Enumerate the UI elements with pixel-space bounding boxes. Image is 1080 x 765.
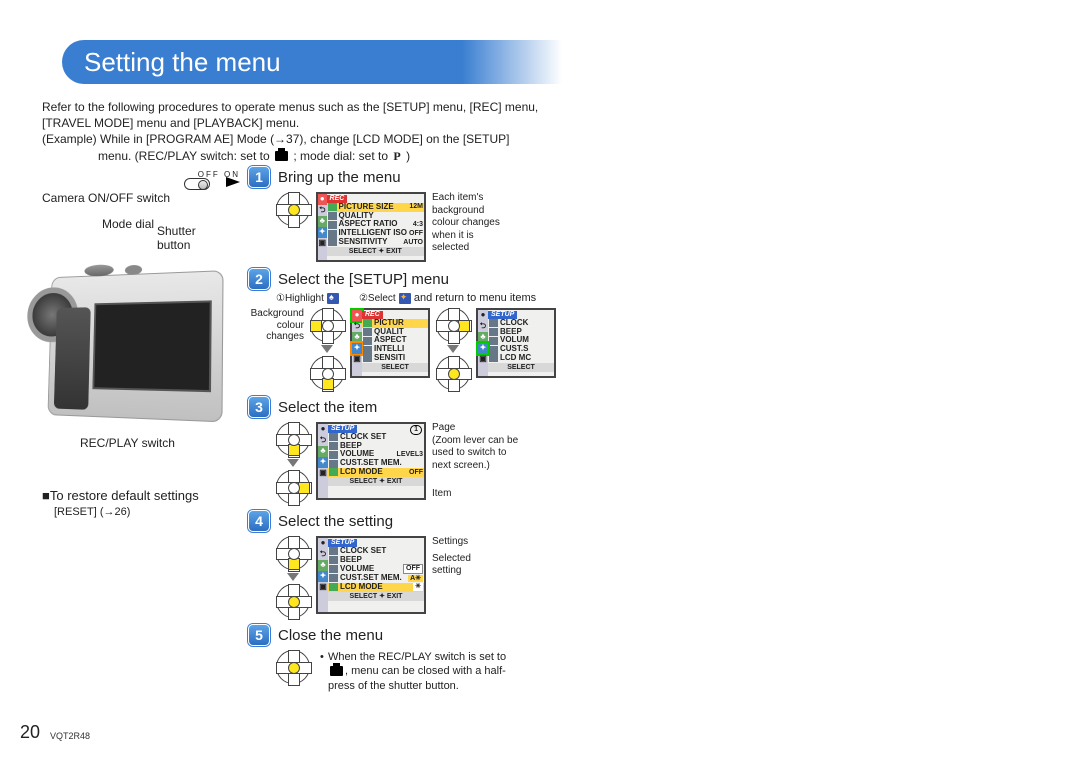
step-4-title: Select the setting (278, 513, 393, 530)
step-5-note: When the REC/PLAY switch is set to , men… (320, 650, 510, 693)
lcd-rec-left: ●⮌♣✦▣ REC PICTUR QUALIT ASPECT INTELLI S… (350, 308, 430, 378)
page-number: 20 (20, 722, 40, 743)
shutter-label: Shutter button (157, 224, 207, 253)
restore-sub: [RESET] (→26) (54, 506, 252, 518)
dpad-down-icon (276, 422, 310, 456)
step-2-subinstr: ①Highlight ②Select and return to menu it… (276, 292, 548, 304)
step-4-notes: Settings Selected setting (432, 536, 492, 578)
down-arrow-icon (287, 573, 299, 581)
steps-column: 1 Bring up the menu ●⮌♣✦▣ REC PICTURE SI… (248, 166, 548, 699)
down-arrow-icon (287, 459, 299, 467)
dpad-center-icon (276, 192, 310, 226)
lcd-setup-setting: ●⮌♣✦▣ SETUP CLOCK SET BEEP VOLUMEOFF CUS… (316, 536, 426, 614)
step-number-4: 4 (248, 510, 270, 532)
step-5-title: Close the menu (278, 627, 383, 644)
dpad-left-icon (310, 308, 344, 342)
camera-icon (330, 666, 343, 676)
lcd-setup-right: ●⮌♣✦▣ SETUP CLOCK BEEP VOLUM CUST.S LCD … (476, 308, 556, 378)
step-number-3: 3 (248, 396, 270, 418)
document-code: VQT2R48 (50, 731, 90, 741)
p-mode-icon: P (393, 148, 400, 164)
setup-icon (327, 293, 339, 304)
intro-p1: Refer to the following procedures to ope… (42, 99, 552, 131)
step-number-1: 1 (248, 166, 270, 188)
onoff-label: Camera ON/OFF switch (42, 191, 252, 205)
wrench-icon (399, 293, 411, 304)
step-3-title: Select the item (278, 399, 377, 416)
step-4: 4 Select the setting ●⮌♣✦▣ SETUP CLOCK S… (248, 510, 548, 618)
step-number-2: 2 (248, 268, 270, 290)
note-bg-change: Background colour changes (246, 308, 304, 343)
intro-p2b: menu. (REC/PLAY switch: set to ; mode di… (98, 148, 552, 164)
onoff-switch-icon (184, 178, 210, 190)
intro-text: Refer to the following procedures to ope… (42, 99, 552, 164)
restore-defaults: ■To restore default settings [RESET] (→2… (42, 488, 252, 518)
step-2-title: Select the [SETUP] menu (278, 271, 449, 288)
step-2: 2 Select the [SETUP] menu ①Highlight ②Se… (248, 268, 548, 390)
note-each-item: Each item's background colour changes wh… (432, 192, 504, 255)
down-arrow-icon (321, 345, 333, 353)
dpad-center-icon (276, 584, 310, 618)
step-3-notes: Page (Zoom lever can be used to switch t… (432, 422, 520, 501)
dpad-down-icon (276, 536, 310, 570)
intro-p2a: (Example) While in [PROGRAM AE] Mode (→3… (42, 131, 552, 147)
dpad-center-icon (276, 650, 310, 684)
step-5: 5 Close the menu When the REC/PLAY switc… (248, 624, 548, 693)
lcd-rec-menu: ●⮌♣✦▣ REC PICTURE SIZE12M QUALITY ASPECT… (316, 192, 426, 262)
camera-icon (275, 151, 288, 161)
step-3: 3 Select the item ●⮌♣✦▣ SETUP1 CLOCK SET… (248, 396, 548, 504)
dpad-down-icon (310, 356, 344, 390)
step-1-title: Bring up the menu (278, 169, 401, 186)
step-number-5: 5 (248, 624, 270, 646)
step-1: 1 Bring up the menu ●⮌♣✦▣ REC PICTURE SI… (248, 166, 548, 262)
camera-illustration (47, 270, 223, 422)
dpad-right-icon (436, 308, 470, 342)
down-arrow-icon (447, 345, 459, 353)
page-title: Setting the menu (62, 40, 562, 84)
lcd-setup-item: ●⮌♣✦▣ SETUP1 CLOCK SET BEEP VOLUMELEVEL3… (316, 422, 426, 500)
left-column: OFF ON Camera ON/OFF switch Mode dial Sh… (42, 170, 252, 518)
dpad-center-icon (436, 356, 470, 390)
recplay-label: REC/PLAY switch (80, 436, 252, 450)
dpad-right-icon (276, 470, 310, 504)
restore-heading: ■To restore default settings (42, 488, 252, 503)
off-on-label: OFF ON (42, 170, 240, 179)
